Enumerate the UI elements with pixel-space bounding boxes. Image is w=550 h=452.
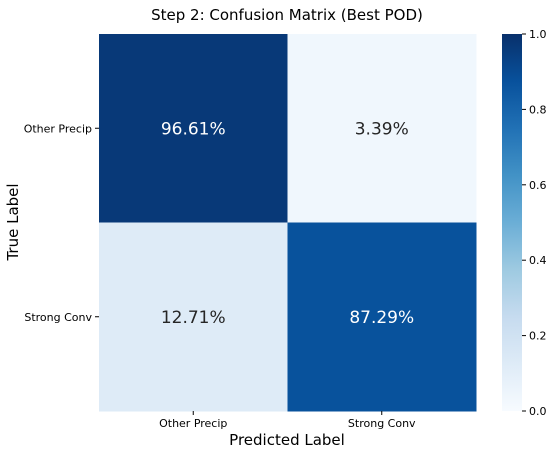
- chart-title: Step 2: Confusion Matrix (Best POD): [151, 6, 423, 24]
- heatmap-cells: 96.61% 3.39% 12.71% 87.29%: [99, 34, 477, 412]
- y-axis-ticks: Other Precip Strong Conv: [24, 122, 99, 324]
- x-tick-label: Strong Conv: [348, 417, 416, 430]
- heatmap-cell: [99, 34, 288, 223]
- y-axis-label: True Label: [4, 183, 22, 261]
- colorbar-tick-label: 1.0: [529, 28, 547, 41]
- colorbar-tick-label: 0.2: [529, 330, 547, 343]
- colorbar: [502, 34, 522, 411]
- cell-value-label: 96.61%: [161, 119, 226, 139]
- heatmap-cell: [287, 222, 477, 412]
- cell-value-label: 3.39%: [355, 119, 409, 139]
- cell-value-label: 12.71%: [161, 308, 226, 328]
- x-axis-ticks: Other Precip Strong Conv: [159, 411, 416, 430]
- heatmap-cell: [99, 222, 288, 412]
- colorbar-tick-label: 0.6: [529, 179, 547, 192]
- y-tick-label: Other Precip: [24, 122, 92, 135]
- cell-value-label: 87.29%: [349, 308, 414, 328]
- colorbar-tick-label: 0.4: [529, 254, 547, 267]
- colorbar-ticks: 0.0 0.2 0.4 0.6 0.8 1.0: [522, 28, 547, 418]
- heatmap-cell: [287, 34, 477, 223]
- colorbar-tick-label: 0.8: [529, 103, 547, 116]
- x-axis-label: Predicted Label: [229, 431, 345, 449]
- colorbar-tick-label: 0.0: [529, 405, 547, 418]
- x-tick-label: Other Precip: [159, 417, 227, 430]
- y-tick-label: Strong Conv: [24, 311, 92, 324]
